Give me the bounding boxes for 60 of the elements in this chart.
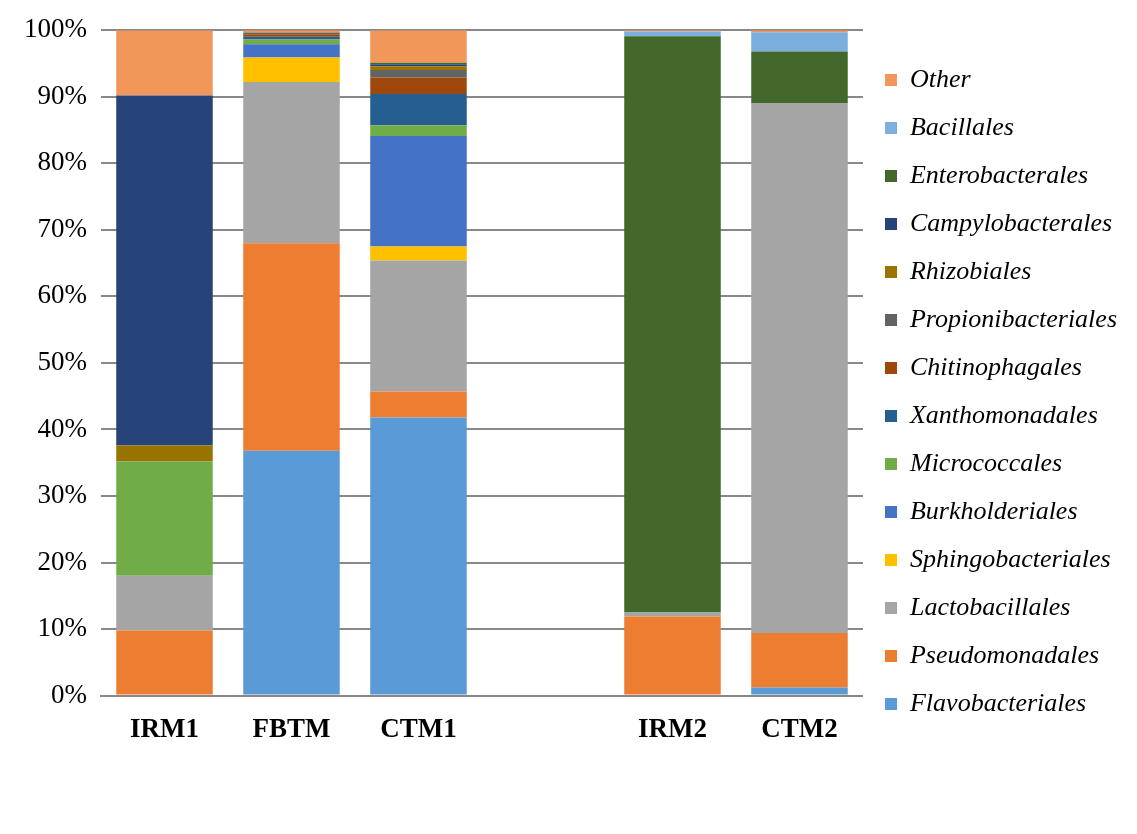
legend-label: Sphingobacteriales [909,543,1111,573]
y-tick-label: 80% [37,146,87,177]
legend-label: Other [909,63,972,93]
bar [243,450,340,695]
legend-label: Propionibacteriales [908,303,1118,333]
bar [751,32,848,52]
legend-label: Flavobacteriales [908,687,1087,717]
y-tick-label: 70% [37,212,87,243]
legend-label: Bacillales [909,111,1014,141]
bar [751,687,848,695]
bar [243,44,340,58]
x-tick-label: FBTM [252,712,331,743]
y-tick-label: 20% [37,545,87,576]
y-tick-label: 90% [37,79,87,110]
bar [370,260,467,392]
bar [116,575,213,631]
y-tick-label: 50% [37,345,87,376]
bar [751,51,848,104]
bar [370,417,467,695]
y-tick-label: 60% [37,279,87,310]
legend-label: Chitinophagales [909,351,1082,381]
y-tick-label: 0% [50,678,87,709]
legend-label: Rhizobiales [908,255,1032,285]
bar [370,246,467,261]
bar [243,243,340,451]
legend-label: Micrococcales [908,447,1063,477]
bar [624,616,721,695]
legend-label: Burkholderiales [909,495,1078,525]
y-tick-label: 40% [37,412,87,443]
legend-label: Campylobacterales [909,207,1113,237]
x-tick-label: IRM1 [129,712,199,743]
bar [624,36,721,613]
bar [116,630,213,695]
bar [370,70,467,78]
legend-label: Pseudomonadales [908,639,1100,669]
x-tick-label: CTM1 [380,712,457,743]
y-tick-label: 30% [37,479,87,510]
bar [370,30,467,63]
bar [370,66,467,71]
bar [370,136,467,247]
bar [751,633,848,688]
bar [370,391,467,418]
bar [116,95,213,446]
bar [370,94,467,126]
bar [243,57,340,83]
bar [116,461,213,576]
y-tick-label: 100% [23,13,87,44]
legend-label: Enterobacterales [908,159,1089,189]
legend-label: Lactobacillales [908,591,1071,621]
legend-label: Xanthomonadales [908,399,1098,429]
bar [624,612,721,617]
y-tick-label: 10% [37,612,87,643]
bar [370,77,467,95]
bar [370,125,467,136]
bar [116,445,213,462]
bar [751,103,848,634]
bar [243,82,340,244]
x-tick-label: IRM2 [637,712,707,743]
bar [116,30,213,96]
x-tick-label: CTM2 [761,712,838,743]
